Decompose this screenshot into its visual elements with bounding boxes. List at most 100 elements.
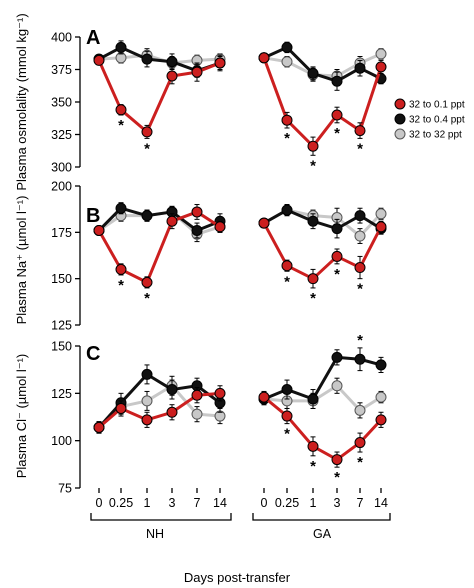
- data-point: [354, 125, 366, 137]
- data-point: [281, 41, 293, 53]
- data-point: [258, 217, 270, 229]
- x-tick-label: 1: [310, 496, 317, 510]
- y-tick-label: 125: [51, 387, 72, 401]
- data-point: [166, 406, 178, 418]
- panel-c-y-axis-title: Plasma Cl⁻ (µmol l⁻¹): [14, 354, 29, 479]
- data-point: [166, 70, 178, 82]
- y-tick-label: 400: [51, 31, 72, 45]
- data-point: [354, 262, 366, 274]
- data-point: [93, 421, 105, 433]
- y-tick-label: 300: [51, 161, 72, 175]
- data-point: [281, 114, 293, 126]
- data-point: [281, 56, 293, 68]
- data-point: [93, 224, 105, 236]
- panel-b-y-axis-title: Plasma Na⁺ (µmol l⁻¹): [14, 196, 29, 325]
- y-tick-label: 350: [51, 96, 72, 110]
- panel-c-plot: 75 100 125 150 * * * * *: [51, 332, 387, 496]
- x-tick-label: 14: [213, 496, 227, 510]
- data-point: [191, 389, 203, 401]
- y-tick-label: 150: [51, 272, 72, 286]
- x-tick-label: 3: [334, 496, 341, 510]
- data-point: [281, 204, 293, 216]
- data-point: [375, 391, 387, 403]
- significance-star: *: [334, 469, 340, 486]
- data-point: [281, 260, 293, 272]
- data-point: [115, 202, 127, 214]
- data-point: [141, 276, 153, 288]
- data-point: [191, 408, 203, 420]
- data-point: [166, 215, 178, 227]
- x-tick-label: 0.25: [109, 496, 133, 510]
- legend-marker: [394, 113, 406, 125]
- data-point: [281, 410, 293, 422]
- x-tick-label: 7: [357, 496, 364, 510]
- significance-star: *: [144, 290, 150, 307]
- data-point: [281, 384, 293, 396]
- data-point: [141, 368, 153, 380]
- data-point: [354, 210, 366, 222]
- x-tick-label: 3: [169, 496, 176, 510]
- data-point: [354, 353, 366, 365]
- data-point: [354, 437, 366, 449]
- data-point: [331, 250, 343, 262]
- significance-star: *: [310, 157, 316, 174]
- data-point: [191, 224, 203, 236]
- significance-star: *: [284, 273, 290, 290]
- panel-c: C Plasma Cl⁻ (µmol l⁻¹) 75 100 125 150 * * * * *: [14, 332, 387, 496]
- data-point: [331, 223, 343, 235]
- significance-star: *: [357, 281, 363, 298]
- significance-star: *: [334, 266, 340, 283]
- data-point: [258, 52, 270, 64]
- significance-star: *: [118, 277, 124, 294]
- significance-star: *: [118, 117, 124, 134]
- significance-star: *: [284, 130, 290, 147]
- data-point: [115, 402, 127, 414]
- data-point: [375, 414, 387, 426]
- data-point: [307, 273, 319, 285]
- data-point: [307, 393, 319, 405]
- data-point: [141, 414, 153, 426]
- y-tick-label: 100: [51, 434, 72, 448]
- x-tick-label: 1: [144, 496, 151, 510]
- y-tick-label: 75: [58, 482, 72, 496]
- x-tick-label: 0: [96, 496, 103, 510]
- data-point: [354, 404, 366, 416]
- data-point: [191, 206, 203, 218]
- y-tick-label: 175: [51, 226, 72, 240]
- data-point: [115, 263, 127, 275]
- significance-star: *: [334, 125, 340, 142]
- series-line-ga: [262, 57, 383, 148]
- significance-star: *: [310, 458, 316, 475]
- data-point: [354, 230, 366, 242]
- panel-a: A Plasma osmolality (mmol kg⁻¹) 300 325 35…: [14, 13, 387, 191]
- y-tick-label: 200: [51, 180, 72, 194]
- legend-label: 32 to 32 ppt: [409, 130, 462, 141]
- significance-star: *: [357, 140, 363, 157]
- data-point: [307, 140, 319, 152]
- significance-star: *: [284, 426, 290, 443]
- significance-star: *: [357, 332, 363, 349]
- data-point: [331, 351, 343, 363]
- x-tick-label: 0.25: [275, 496, 299, 510]
- x-axis: 0 0.25 1 3 7 14 0 0.25 1 3 7 14: [90, 488, 391, 521]
- data-point: [141, 210, 153, 222]
- data-point: [141, 53, 153, 65]
- significance-star: *: [357, 454, 363, 471]
- panel-b: B Plasma Na⁺ (µmol l⁻¹) 125 150 175 200 * * * *…: [14, 180, 387, 333]
- data-point: [115, 41, 127, 53]
- group-label-nh: NH: [146, 527, 164, 541]
- data-point: [93, 54, 105, 66]
- y-tick-label: 125: [51, 319, 72, 333]
- data-point: [307, 67, 319, 79]
- panel-b-letter: B: [86, 205, 100, 227]
- group-bracket: [252, 513, 391, 521]
- data-point: [166, 384, 178, 396]
- data-point: [375, 359, 387, 371]
- data-point: [331, 75, 343, 87]
- group-label-ga: GA: [313, 527, 332, 541]
- data-point: [375, 208, 387, 220]
- data-point: [115, 104, 127, 116]
- panel-a-letter: A: [86, 27, 100, 49]
- data-point: [214, 387, 226, 399]
